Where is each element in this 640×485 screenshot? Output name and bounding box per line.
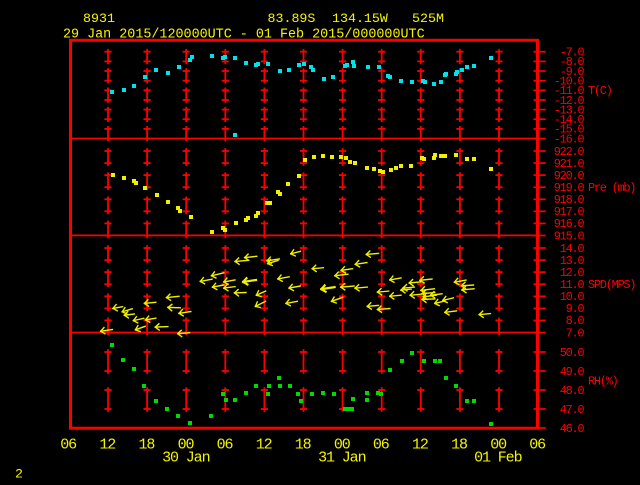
svg-text:10.0: 10.0 (560, 290, 585, 304)
svg-text:-10.0: -10.0 (554, 75, 585, 89)
svg-text:-12.0: -12.0 (554, 94, 585, 108)
svg-text:00: 00 (178, 436, 195, 453)
svg-text:916.0: 916.0 (554, 217, 585, 231)
svg-text:525M: 525M (412, 11, 444, 26)
svg-text:18: 18 (451, 436, 468, 453)
svg-text:915.0: 915.0 (554, 229, 585, 243)
svg-text:T(C): T(C) (588, 84, 612, 98)
svg-text:-7.0: -7.0 (560, 46, 585, 60)
svg-text:50.0: 50.0 (560, 346, 585, 360)
svg-text:47.0: 47.0 (560, 403, 585, 417)
svg-text:SPD(MPS): SPD(MPS) (588, 278, 635, 292)
svg-text:-11.0: -11.0 (554, 84, 585, 98)
svg-text:7.0: 7.0 (566, 326, 585, 340)
svg-text:921.0: 921.0 (554, 157, 585, 171)
svg-text:9.0: 9.0 (566, 302, 585, 316)
svg-text:917.0: 917.0 (554, 205, 585, 219)
svg-text:-14.0: -14.0 (554, 113, 585, 127)
svg-text:12.0: 12.0 (560, 266, 585, 280)
svg-text:00: 00 (490, 436, 507, 453)
svg-text:01 Feb: 01 Feb (474, 450, 522, 467)
svg-text:06: 06 (217, 436, 234, 453)
svg-text:06: 06 (529, 436, 546, 453)
svg-text:12: 12 (99, 436, 115, 453)
svg-text:11.0: 11.0 (560, 278, 585, 292)
svg-text:8.0: 8.0 (566, 314, 585, 328)
svg-text:8931: 8931 (83, 11, 115, 26)
svg-text:14.0: 14.0 (560, 242, 585, 256)
svg-text:-8.0: -8.0 (560, 55, 585, 69)
svg-text:06: 06 (373, 436, 390, 453)
svg-text:49.0: 49.0 (560, 365, 585, 379)
svg-text:2: 2 (15, 467, 23, 481)
svg-text:18: 18 (295, 436, 312, 453)
svg-text:12: 12 (256, 436, 272, 453)
svg-text:-16.0: -16.0 (554, 132, 585, 146)
svg-text:134.15W: 134.15W (332, 11, 388, 26)
svg-text:922.0: 922.0 (554, 145, 585, 159)
svg-text:29 Jan 2015/120000UTC - 01 Feb: 29 Jan 2015/120000UTC - 01 Feb 2015/0000… (63, 27, 425, 42)
svg-text:Pre (mb): Pre (mb) (588, 181, 635, 195)
svg-text:13.0: 13.0 (560, 254, 585, 268)
svg-text:00: 00 (334, 436, 351, 453)
svg-text:48.0: 48.0 (560, 384, 585, 398)
svg-text:-9.0: -9.0 (560, 65, 585, 79)
svg-text:RH(%): RH(%) (588, 374, 618, 388)
svg-text:31 Jan: 31 Jan (318, 450, 366, 467)
svg-text:46.0: 46.0 (560, 422, 585, 436)
svg-text:30 Jan: 30 Jan (162, 450, 210, 467)
svg-text:18: 18 (138, 436, 155, 453)
svg-text:919.0: 919.0 (554, 181, 585, 195)
svg-text:83.89S: 83.89S (268, 11, 316, 26)
svg-text:12: 12 (412, 436, 428, 453)
svg-text:-13.0: -13.0 (554, 103, 585, 117)
svg-text:918.0: 918.0 (554, 193, 585, 207)
svg-text:06: 06 (60, 436, 77, 453)
svg-text:920.0: 920.0 (554, 169, 585, 183)
svg-text:-15.0: -15.0 (554, 123, 585, 137)
